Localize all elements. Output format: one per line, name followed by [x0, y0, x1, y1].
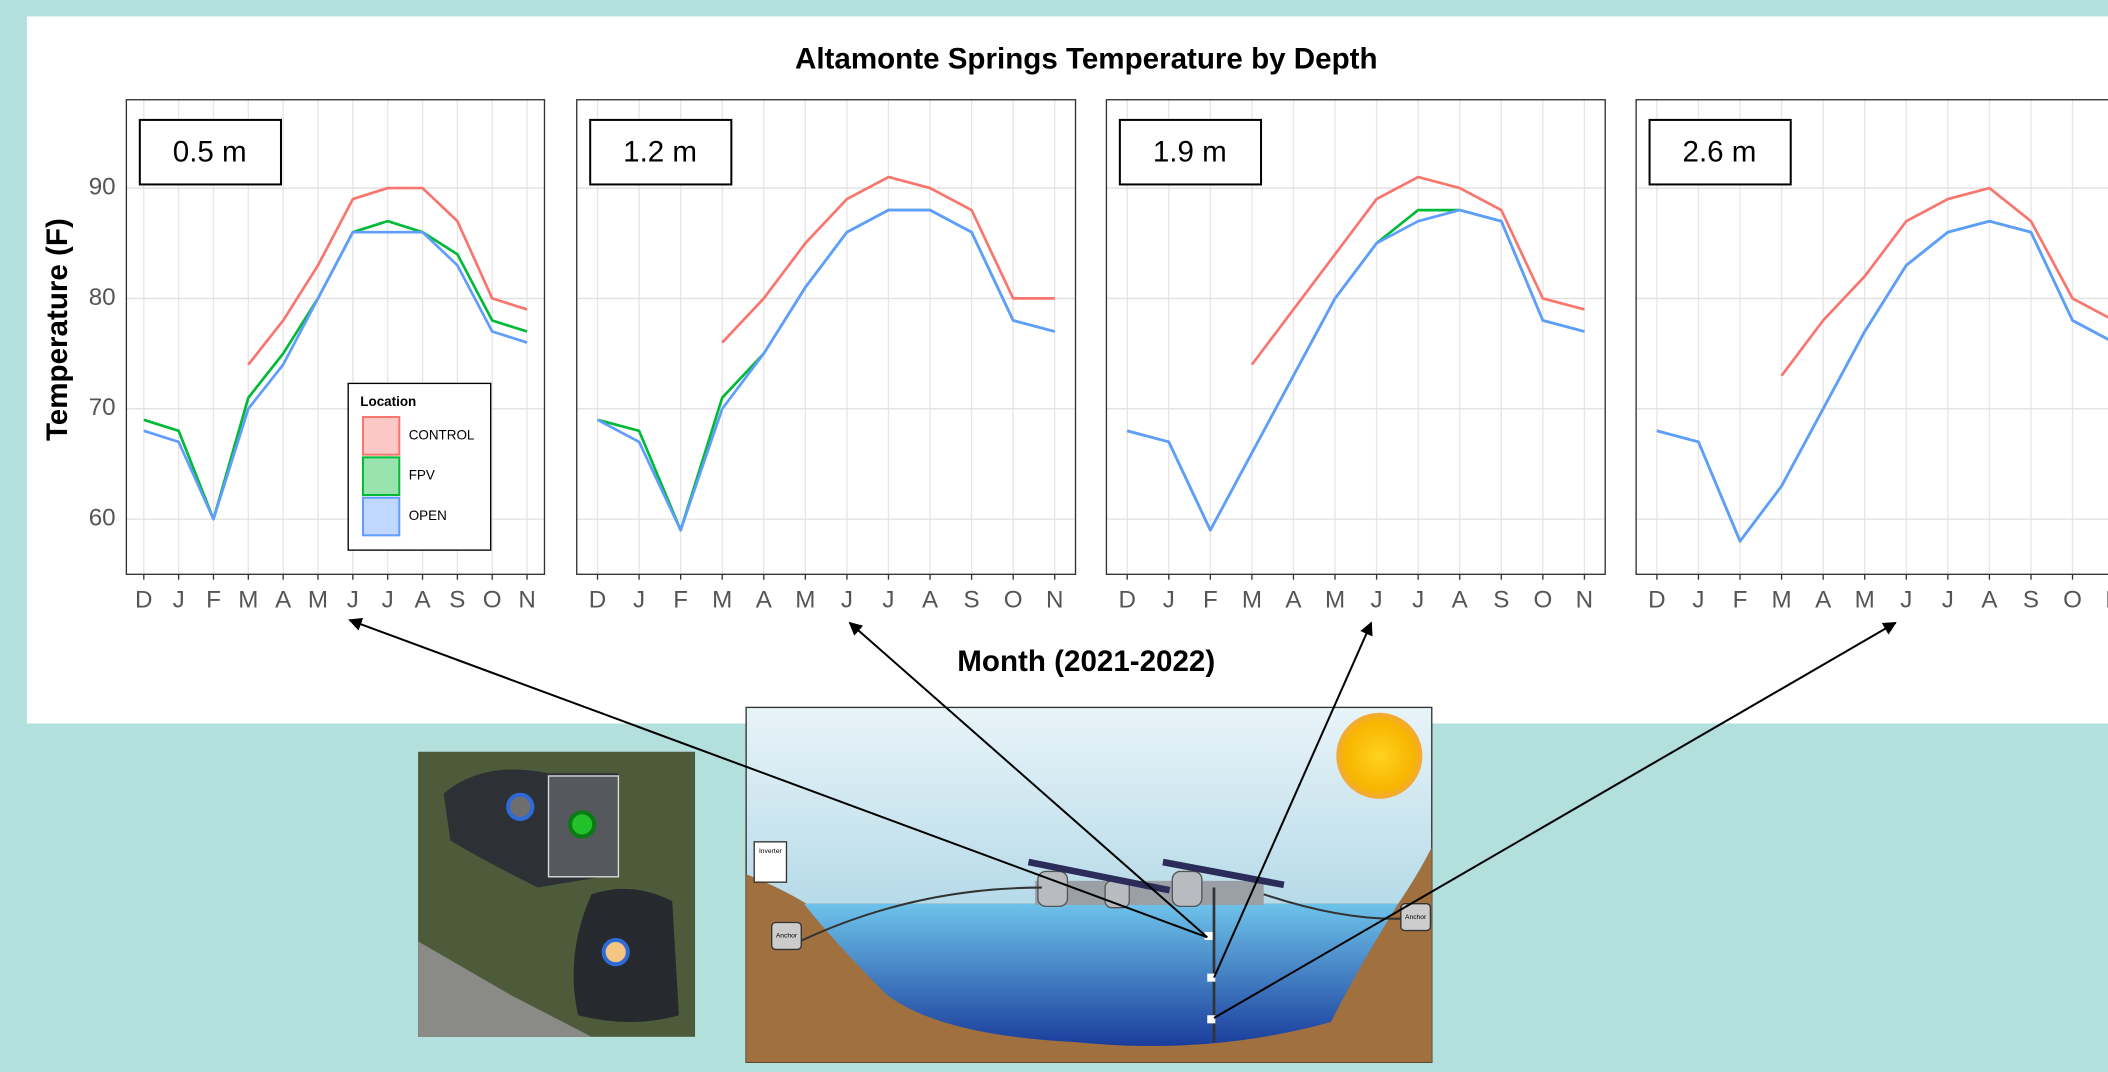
x-tick-label: N: [518, 587, 535, 614]
x-tick-label: M: [712, 587, 732, 614]
x-tick-label: S: [964, 587, 980, 614]
x-tick-label: N: [1576, 587, 1593, 614]
panel-label: 0.5 m: [173, 135, 247, 168]
legend-swatch: [363, 417, 399, 455]
x-tick-label: M: [1855, 587, 1875, 614]
x-tick-label: J: [1412, 587, 1424, 614]
panel-label: 1.9 m: [1153, 135, 1227, 168]
legend-label: CONTROL: [409, 427, 475, 442]
x-tick-label: M: [1325, 587, 1345, 614]
x-tick-label: F: [673, 587, 688, 614]
anchor-label: Anchor: [1405, 914, 1427, 921]
x-tick-label: S: [449, 587, 465, 614]
x-tick-label: J: [1942, 587, 1954, 614]
x-tick-label: D: [1118, 587, 1135, 614]
slide: Altamonte Springs Temperature by Depth T…: [0, 0, 2108, 1072]
x-tick-label: S: [1493, 587, 1509, 614]
y-tick-label: 80: [89, 284, 116, 311]
y-tick-label: 60: [89, 505, 116, 532]
legend-swatch: [363, 457, 399, 495]
panel-label: 2.6 m: [1683, 135, 1757, 168]
x-tick-label: J: [347, 587, 359, 614]
x-tick-label: O: [2063, 587, 2082, 614]
x-tick-label: J: [1371, 587, 1383, 614]
legend-label: FPV: [409, 468, 435, 483]
y-axis-label: Temperature (F): [41, 218, 74, 441]
x-tick-label: J: [382, 587, 394, 614]
x-tick-label: J: [1692, 587, 1704, 614]
y-tick-label: 70: [89, 394, 116, 421]
x-tick-label: M: [795, 587, 815, 614]
x-tick-label: M: [1242, 587, 1262, 614]
x-tick-label: A: [922, 587, 939, 614]
anchor-label: Anchor: [776, 933, 798, 940]
x-axis-label: Month (2021-2022): [957, 645, 1215, 678]
x-tick-label: A: [275, 587, 292, 614]
x-tick-label: O: [1533, 587, 1552, 614]
x-tick-label: J: [882, 587, 894, 614]
x-tick-label: A: [414, 587, 431, 614]
legend-title: Location: [360, 394, 416, 409]
x-tick-label: O: [483, 587, 502, 614]
legend-swatch: [363, 498, 399, 536]
x-tick-label: F: [206, 587, 221, 614]
x-tick-label: J: [1900, 587, 1912, 614]
x-tick-label: J: [841, 587, 853, 614]
x-tick-label: D: [135, 587, 152, 614]
x-tick-label: F: [1203, 587, 1218, 614]
chart-title: Altamonte Springs Temperature by Depth: [795, 43, 1378, 76]
x-tick-label: M: [238, 587, 258, 614]
x-tick-label: F: [1733, 587, 1748, 614]
x-tick-label: O: [1004, 587, 1023, 614]
x-tick-label: J: [173, 587, 185, 614]
y-tick-label: 90: [89, 173, 116, 200]
panel-label: 1.2 m: [623, 135, 697, 168]
pond-diagram: Inverter Anchor Anchor: [746, 707, 1432, 1062]
x-tick-label: D: [1648, 587, 1665, 614]
x-tick-label: A: [1452, 587, 1469, 614]
page: Altamonte Springs Temperature by Depth T…: [0, 0, 2108, 1072]
x-tick-label: M: [1772, 587, 1792, 614]
inverter-label: Inverter: [759, 848, 783, 855]
x-tick-label: J: [1163, 587, 1175, 614]
x-tick-label: A: [1815, 587, 1832, 614]
x-tick-label: M: [308, 587, 328, 614]
x-tick-label: A: [1285, 587, 1302, 614]
aerial-photo: [418, 752, 695, 1037]
x-tick-label: D: [589, 587, 606, 614]
x-tick-label: N: [1046, 587, 1063, 614]
legend-label: OPEN: [409, 508, 447, 523]
x-tick-label: A: [756, 587, 773, 614]
x-tick-label: A: [1981, 587, 1998, 614]
x-tick-label: J: [633, 587, 645, 614]
x-tick-label: S: [2023, 587, 2039, 614]
